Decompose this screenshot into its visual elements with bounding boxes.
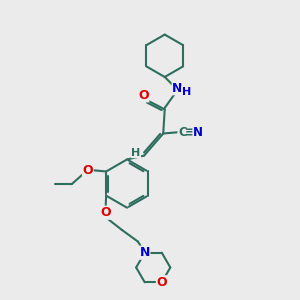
Text: H: H bbox=[131, 148, 140, 158]
Text: C: C bbox=[178, 125, 187, 139]
Text: ≡: ≡ bbox=[184, 126, 195, 139]
Text: N: N bbox=[172, 82, 183, 95]
Text: O: O bbox=[100, 206, 111, 219]
Text: O: O bbox=[138, 89, 149, 102]
Text: O: O bbox=[157, 276, 167, 289]
Text: O: O bbox=[82, 164, 93, 176]
Text: N: N bbox=[140, 246, 150, 259]
Text: H: H bbox=[182, 87, 191, 97]
Text: N: N bbox=[193, 125, 203, 139]
